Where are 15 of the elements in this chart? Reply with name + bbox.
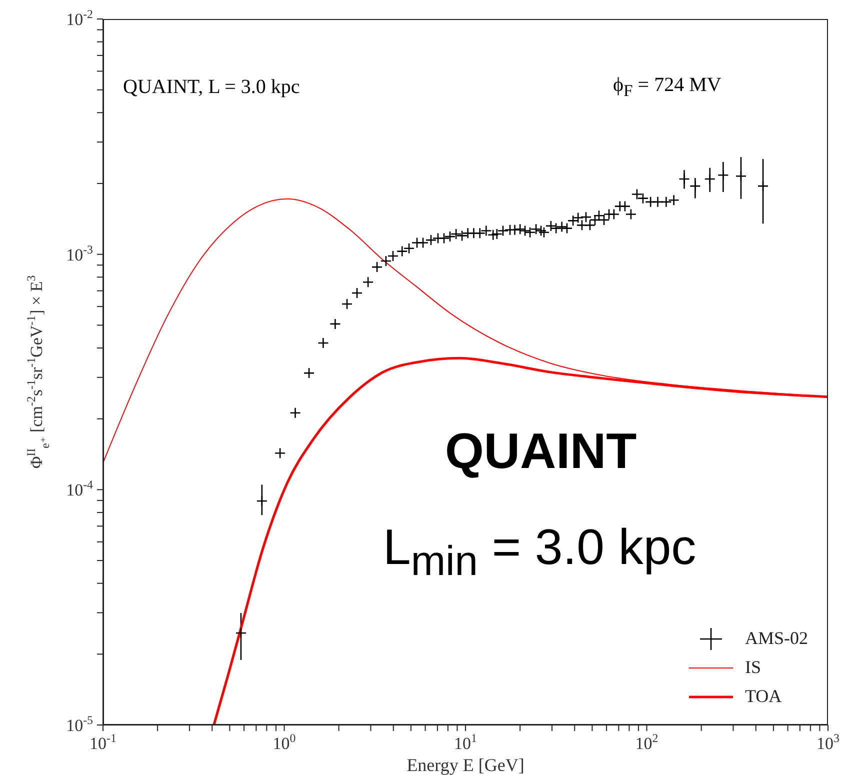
annotation: QUAINT: [445, 422, 637, 480]
x-tick-label: 10$^{1}$: [454, 731, 478, 753]
legend-label: IS: [744, 657, 761, 678]
x-tick-label: 10$^{3}$: [816, 731, 840, 753]
y-tick-label: 10$^{-3}$: [66, 242, 94, 264]
x-tick-label: 10$^{0}$: [272, 731, 296, 753]
x-axis-title: Energy E [GeV]: [406, 755, 524, 775]
legend-label: AMS-02: [744, 628, 808, 649]
y-tick-label: 10$^{-2}$: [66, 7, 94, 29]
legend-label: TOA: [744, 686, 782, 707]
annotation: L$_{min}$ = 3.0 kpc: [383, 518, 696, 585]
annotation: ϕ$_{F}$ = 724 MV: [613, 74, 722, 101]
x-tick-label: 10$^{2}$: [635, 731, 658, 753]
annotation: QUAINT, L = 3.0 kpc: [123, 76, 300, 99]
y-tick-label: 10$^{-4}$: [66, 478, 94, 500]
